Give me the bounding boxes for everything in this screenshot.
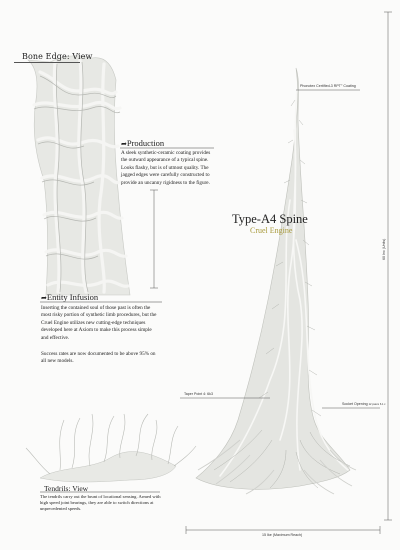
product-subtitle: Cruel Engine (250, 226, 293, 235)
production-heading: Production (126, 138, 165, 148)
tendrils-illustration (25, 413, 197, 483)
socket-label: Socket Opening (342, 402, 368, 406)
arrow-icon: ➦ (121, 140, 127, 148)
production-heading-row: ➦Production (121, 138, 164, 148)
width-annotation: 15 Ike (Maximum Reach) (262, 533, 303, 537)
width-dimension (185, 526, 381, 534)
product-title: Type-A4 Spine (232, 212, 308, 226)
entity-text: Inserting the contained soul of those pa… (41, 305, 157, 341)
bone-edge-illustration (27, 55, 131, 296)
taper-annotation: Taper Point 4: 6k3 (184, 392, 213, 396)
bone-edge-title: Bone Edge: View (22, 52, 93, 61)
coating-annotation: Phonotex Certified-3 RPT° Coating (300, 84, 356, 88)
height-dimension (384, 11, 392, 521)
entity-heading: Entity Infusion (46, 292, 99, 302)
bone-edge-underline (14, 62, 80, 63)
section-rules (40, 147, 214, 493)
arrow-icon: ➦ (41, 294, 47, 302)
entity-text-2: Success rates are now documented to be a… (41, 351, 156, 365)
height-annotation: 60 Inc (Units) (382, 238, 386, 260)
production-text: A sleek synthetic-ceramic coating provid… (121, 150, 211, 186)
tendrils-text: The tendrils carry out the brunt of loca… (40, 494, 161, 512)
tendrils-title: Tendrils: View (44, 484, 89, 493)
socket-annotation: Socket Opening 12 psiem 6.1 c (342, 402, 385, 406)
bone-measure-bracket (150, 189, 158, 289)
annotation-leaders (180, 89, 380, 409)
socket-label-small: 12 psiem 6.1 c (368, 403, 386, 406)
spine-illustration (195, 67, 357, 495)
entity-heading-row: ➦Entity Infusion (41, 292, 98, 302)
